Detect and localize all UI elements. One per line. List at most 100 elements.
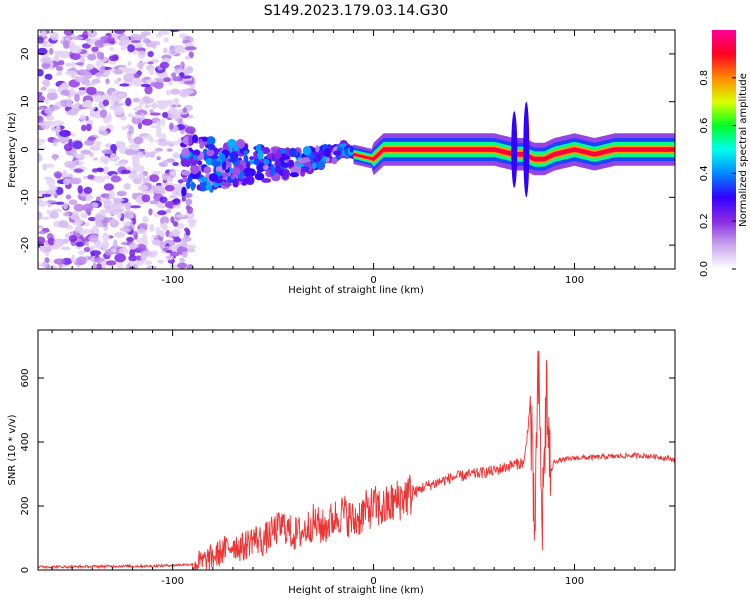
noise-blob <box>53 220 60 228</box>
noise-blob <box>152 185 165 193</box>
snr-x-tick-label: 0 <box>370 576 376 587</box>
noise-blob <box>94 94 104 103</box>
transition-blob <box>232 145 240 151</box>
noise-blob <box>87 174 95 180</box>
noise-blob <box>54 201 65 205</box>
noise-blob <box>142 233 148 242</box>
transition-blob <box>243 177 250 183</box>
spectrogram-x-tick-label: 0 <box>370 275 376 286</box>
noise-blob <box>105 260 117 266</box>
transition-blob <box>289 172 299 178</box>
transition-blob <box>206 136 216 146</box>
noise-blob <box>116 77 122 82</box>
noise-blob <box>172 161 179 167</box>
noise-blob <box>152 170 161 175</box>
noise-blob <box>149 109 154 114</box>
noise-blob <box>44 97 50 105</box>
noise-blob <box>73 104 80 109</box>
noise-blob <box>97 168 104 173</box>
noise-blob <box>149 200 159 205</box>
noise-blob <box>83 71 92 80</box>
transition-blob <box>349 145 354 153</box>
noise-blob <box>77 185 83 194</box>
noise-blob <box>168 106 176 115</box>
noise-blob <box>69 87 75 97</box>
noise-blob <box>41 216 51 220</box>
colorbar-ticks: 0.0 0.2 0.4 0.6 0.8 <box>699 70 736 277</box>
transition-blob <box>231 167 241 176</box>
noise-blob <box>99 155 111 164</box>
transition-blob <box>208 173 218 182</box>
noise-blob <box>189 84 196 89</box>
noise-blob <box>41 30 47 37</box>
noise-blob <box>101 208 109 213</box>
noise-blob <box>149 112 161 116</box>
transition-blob <box>190 164 200 175</box>
spectrogram-y-tick-label: 10 <box>20 95 31 108</box>
noise-blob <box>112 208 125 213</box>
noise-blob <box>162 221 168 230</box>
transition-blob <box>257 150 264 160</box>
transition-blob <box>197 160 203 166</box>
noise-blob <box>101 240 110 249</box>
spectrogram-y-label: Frequency (Hz) <box>7 112 18 188</box>
noise-blob <box>107 112 112 121</box>
noise-blob <box>53 154 58 161</box>
transition-blob <box>313 156 319 163</box>
noise-blob <box>158 141 169 147</box>
noise-blob <box>114 253 126 263</box>
noise-blob <box>137 184 149 192</box>
spectrogram-y-axis: -20 -10 0 10 20 <box>20 48 675 253</box>
noise-blob <box>100 260 107 269</box>
noise-blob <box>152 43 157 49</box>
noise-blob <box>130 33 141 43</box>
noise-blob <box>185 126 196 135</box>
noise-blob <box>129 260 135 268</box>
figure-title: S149.2023.179.03.14.G30 <box>264 3 449 19</box>
noise-blob <box>102 99 110 107</box>
colorbar-tick-label: 0.8 <box>699 70 710 86</box>
noise-blob <box>42 44 53 48</box>
noise-blob <box>144 97 155 104</box>
noise-blob <box>119 115 127 121</box>
noise-blob <box>126 236 134 243</box>
noise-blob <box>38 225 44 229</box>
noise-blob <box>46 91 58 101</box>
noise-blob <box>169 252 180 257</box>
noise-blob <box>84 99 93 107</box>
noise-blob <box>102 43 112 47</box>
noise-blob <box>38 115 44 124</box>
noise-blob <box>125 97 132 107</box>
noise-blob <box>126 213 134 219</box>
noise-blob <box>147 61 154 65</box>
noise-blob <box>175 185 184 192</box>
transition-blob <box>282 169 289 180</box>
transition-blob <box>186 180 191 189</box>
noise-blob <box>170 244 176 253</box>
transition-blob <box>262 160 270 165</box>
noise-blob <box>44 120 56 127</box>
transition-blob <box>201 136 208 142</box>
noise-blob <box>181 251 188 258</box>
colorbar-tick-label: 0.2 <box>699 213 710 229</box>
noise-blob <box>108 55 119 62</box>
transition-blob <box>199 177 208 182</box>
transition-blob <box>244 170 251 178</box>
noise-blob <box>132 158 140 166</box>
noise-blob <box>172 98 179 103</box>
transition-blob <box>302 146 312 156</box>
noise-blob <box>50 264 57 269</box>
transition-blob <box>292 166 302 173</box>
noise-blob <box>176 223 185 229</box>
transition-blob <box>333 150 342 156</box>
noise-blob <box>132 50 137 55</box>
noise-blob <box>46 209 52 215</box>
noise-blob <box>137 122 142 130</box>
noise-blob <box>53 258 65 265</box>
noise-blob <box>99 198 111 202</box>
noise-blob <box>173 198 181 205</box>
snr-x-axis: -100 0 100 <box>51 330 676 587</box>
noise-blob <box>86 64 94 70</box>
noise-blob <box>53 50 65 55</box>
